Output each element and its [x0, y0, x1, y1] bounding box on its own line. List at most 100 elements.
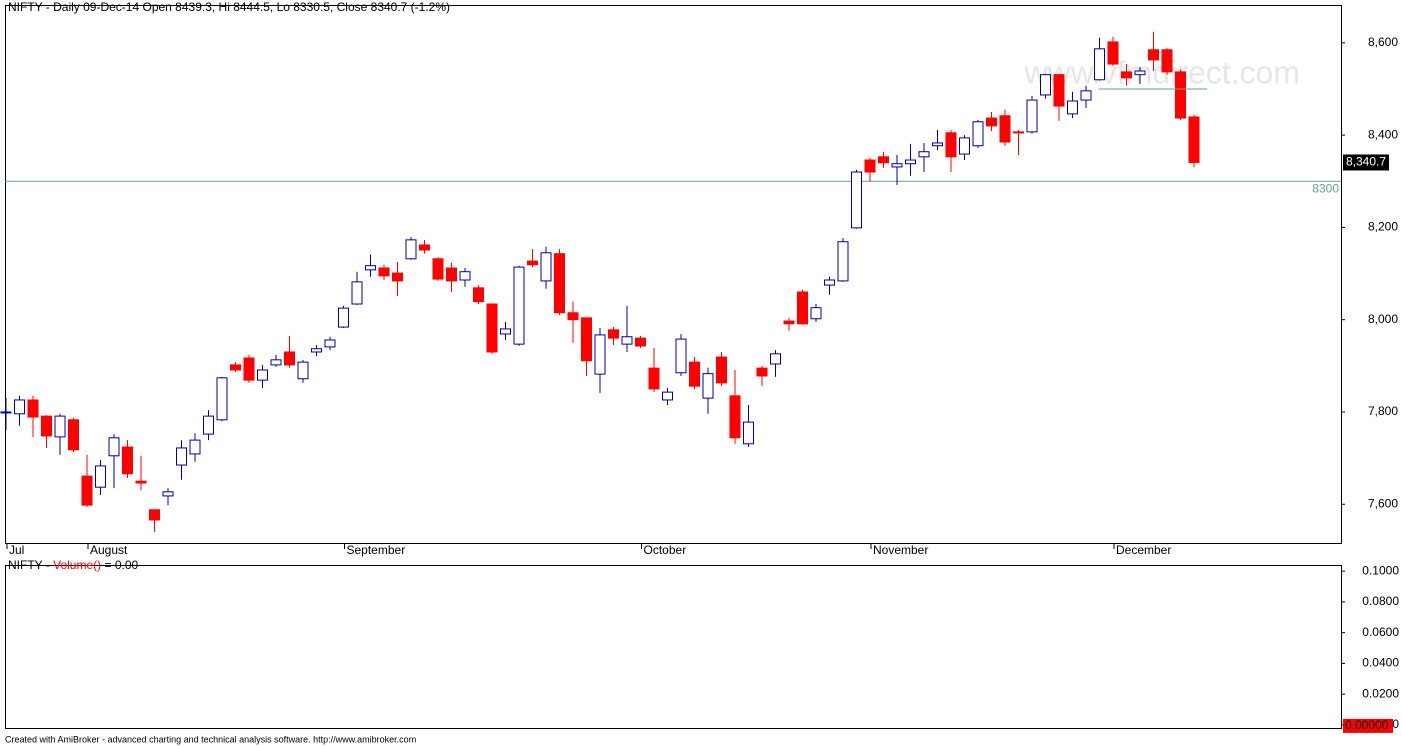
y-tick-label: 0.1000	[1362, 563, 1399, 577]
candle-body	[216, 377, 228, 421]
candle-body	[1040, 74, 1051, 96]
candle-body	[621, 336, 633, 345]
candle-body	[108, 437, 120, 457]
candle-body	[351, 281, 363, 305]
candle-body	[1148, 49, 1159, 61]
candle-body	[635, 337, 646, 347]
candle-body	[14, 399, 25, 415]
candle-body	[729, 395, 741, 439]
candle-body	[284, 351, 295, 366]
candle-body	[972, 121, 984, 147]
candle-body	[41, 415, 52, 437]
candle-body	[1175, 71, 1186, 119]
y-tick-label: 8,000	[1368, 312, 1398, 326]
candle-body	[1121, 71, 1132, 79]
price-pane	[5, 5, 1342, 544]
candle-body	[581, 317, 592, 362]
candle-body	[0, 411, 12, 414]
title-part: NIFTY -	[8, 558, 53, 572]
x-tick-label: August	[90, 543, 128, 557]
y-tick-label: 8,600	[1368, 35, 1398, 49]
x-tick-label: December	[1116, 543, 1171, 557]
candle-body	[486, 303, 498, 353]
candle-body	[419, 244, 430, 251]
horizontal-line-label: 8300	[1312, 181, 1339, 195]
candle-body	[878, 156, 889, 164]
candle-body	[851, 171, 862, 229]
candle-body	[162, 491, 174, 497]
candle-body	[662, 391, 673, 401]
footer: Created with AmiBroker - advanced charti…	[5, 734, 416, 744]
candle-body	[864, 159, 876, 173]
candle-body	[230, 364, 241, 371]
candle-body	[1094, 48, 1105, 81]
candle-body	[446, 267, 457, 282]
candle-body	[1013, 131, 1024, 134]
candle-body	[527, 260, 538, 266]
candle-body	[1107, 41, 1119, 65]
candle-body	[122, 446, 133, 475]
candle-body	[932, 142, 943, 147]
title-part: = 0.00	[101, 558, 138, 572]
candle-body	[837, 241, 849, 282]
chart-title: NIFTY - Daily 09-Dec-14 Open 8439.3, Hi …	[8, 0, 450, 14]
candle-body	[338, 307, 349, 328]
candle-body	[959, 137, 970, 155]
last-value-box	[1343, 718, 1393, 733]
y-tick-label: 0.0400	[1362, 656, 1399, 670]
last-value-label: 0.00000	[1345, 718, 1389, 732]
candle-body	[702, 373, 714, 399]
candle-body	[1134, 70, 1146, 76]
candle-body	[324, 339, 336, 348]
volume-pane	[5, 565, 1342, 729]
y-tick-label: 0.0200	[1362, 686, 1399, 700]
candle-body	[756, 367, 768, 377]
candle-body	[810, 307, 822, 320]
y-tick-label: 0.0600	[1362, 625, 1399, 639]
candle-body	[1026, 99, 1038, 133]
candle-body	[432, 258, 444, 280]
candle-body	[945, 132, 957, 158]
x-tick-label: September	[347, 543, 406, 557]
candle-body	[500, 328, 511, 335]
candle-body	[297, 361, 309, 380]
candle-body	[149, 509, 160, 521]
candle-body	[203, 415, 214, 435]
candle-body	[176, 447, 187, 466]
candle-body	[648, 367, 660, 390]
candle-body	[1161, 49, 1173, 73]
candle-body	[392, 272, 403, 282]
last-price-label: 8,340.7	[1346, 155, 1386, 169]
candle-body	[608, 329, 619, 339]
candle-body	[405, 239, 417, 260]
candle-body	[1067, 100, 1078, 115]
candle-body	[594, 334, 606, 375]
candle-body	[824, 279, 835, 286]
candle-body	[473, 287, 484, 303]
candle-body	[891, 163, 903, 168]
candle-body	[797, 291, 808, 325]
candle-body	[135, 480, 147, 484]
x-tick-label: October	[644, 543, 687, 557]
candle-body	[567, 312, 579, 321]
candle-body	[270, 359, 282, 366]
candle-body	[999, 115, 1011, 143]
y-tick-label: 7,600	[1368, 496, 1398, 510]
candle-body	[81, 475, 93, 506]
candle-body	[743, 421, 754, 445]
candle-body	[95, 465, 106, 488]
candle-body	[378, 267, 390, 277]
title-part: Volume()	[53, 558, 101, 572]
x-tick-label: Jul	[9, 543, 24, 557]
candle-body	[918, 151, 930, 158]
candle-body	[1080, 90, 1092, 101]
candle-body	[189, 439, 201, 455]
candle-body	[986, 117, 997, 127]
candle-body	[243, 357, 255, 381]
candle-body	[783, 320, 795, 325]
candle-body	[1053, 74, 1065, 107]
candle-body	[513, 266, 525, 345]
candle-body	[257, 369, 268, 381]
candle-body	[459, 271, 471, 281]
